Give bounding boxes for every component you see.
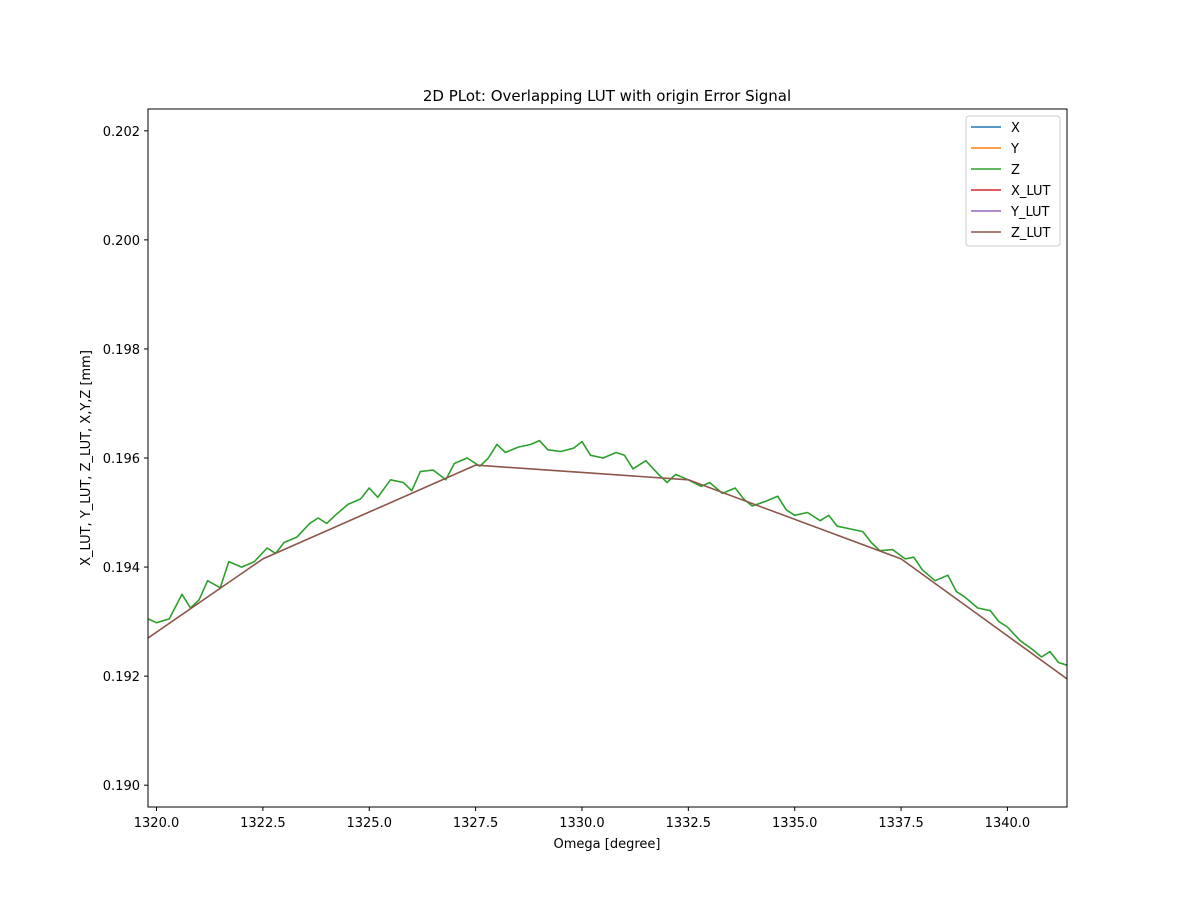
y-tick-label: 0.198 xyxy=(103,343,140,358)
legend-label: Z xyxy=(1011,163,1020,178)
x-tick-label: 1340.0 xyxy=(985,816,1031,831)
series-layer xyxy=(148,439,1067,680)
y-axis-label: X_LUT, Y_LUT, Z_LUT, X,Y,Z [mm] xyxy=(79,350,94,566)
x-axis-ticks: 1320.0 1322.5 1325.0 1327.5 1330.0 1332.5 1335… xyxy=(134,807,1030,831)
x-tick-label: 1327.5 xyxy=(453,816,499,831)
x-tick-label: 1325.0 xyxy=(346,816,392,831)
legend-label: Y_LUT xyxy=(1010,205,1050,220)
legend-label: Z_LUT xyxy=(1011,226,1051,241)
y-tick-label: 0.194 xyxy=(103,561,140,576)
y-tick-label: 0.200 xyxy=(103,234,140,249)
legend: XYZ X_LUT Y_LUT Z_LUT xyxy=(965,115,1061,247)
chart-title: 2D PLot: Overlapping LUT with origin Err… xyxy=(423,87,791,105)
y-tick-label: 0.190 xyxy=(103,779,140,794)
y-tick-label: 0.202 xyxy=(103,125,140,140)
x-tick-label: 1322.5 xyxy=(240,816,286,831)
legend-label: X xyxy=(1011,121,1020,136)
legend-label: Y xyxy=(1010,142,1019,157)
x-tick-label: 1320.0 xyxy=(134,816,180,831)
x-tick-label: 1332.5 xyxy=(666,816,712,831)
x-tick-label: 1335.0 xyxy=(772,816,818,831)
y-axis-ticks: 0.190 0.192 0.194 0.196 0.198 0.200 0.202 xyxy=(103,125,148,794)
series-line-z xyxy=(148,439,1067,666)
x-tick-label: 1330.0 xyxy=(559,816,605,831)
x-tick-label: 1337.5 xyxy=(878,816,924,831)
series-line-z-lut xyxy=(148,464,1067,680)
legend-label: X_LUT xyxy=(1011,184,1051,199)
y-tick-label: 0.192 xyxy=(103,670,140,685)
y-tick-label: 0.196 xyxy=(103,452,140,467)
x-axis-label: Omega [degree] xyxy=(554,837,661,852)
